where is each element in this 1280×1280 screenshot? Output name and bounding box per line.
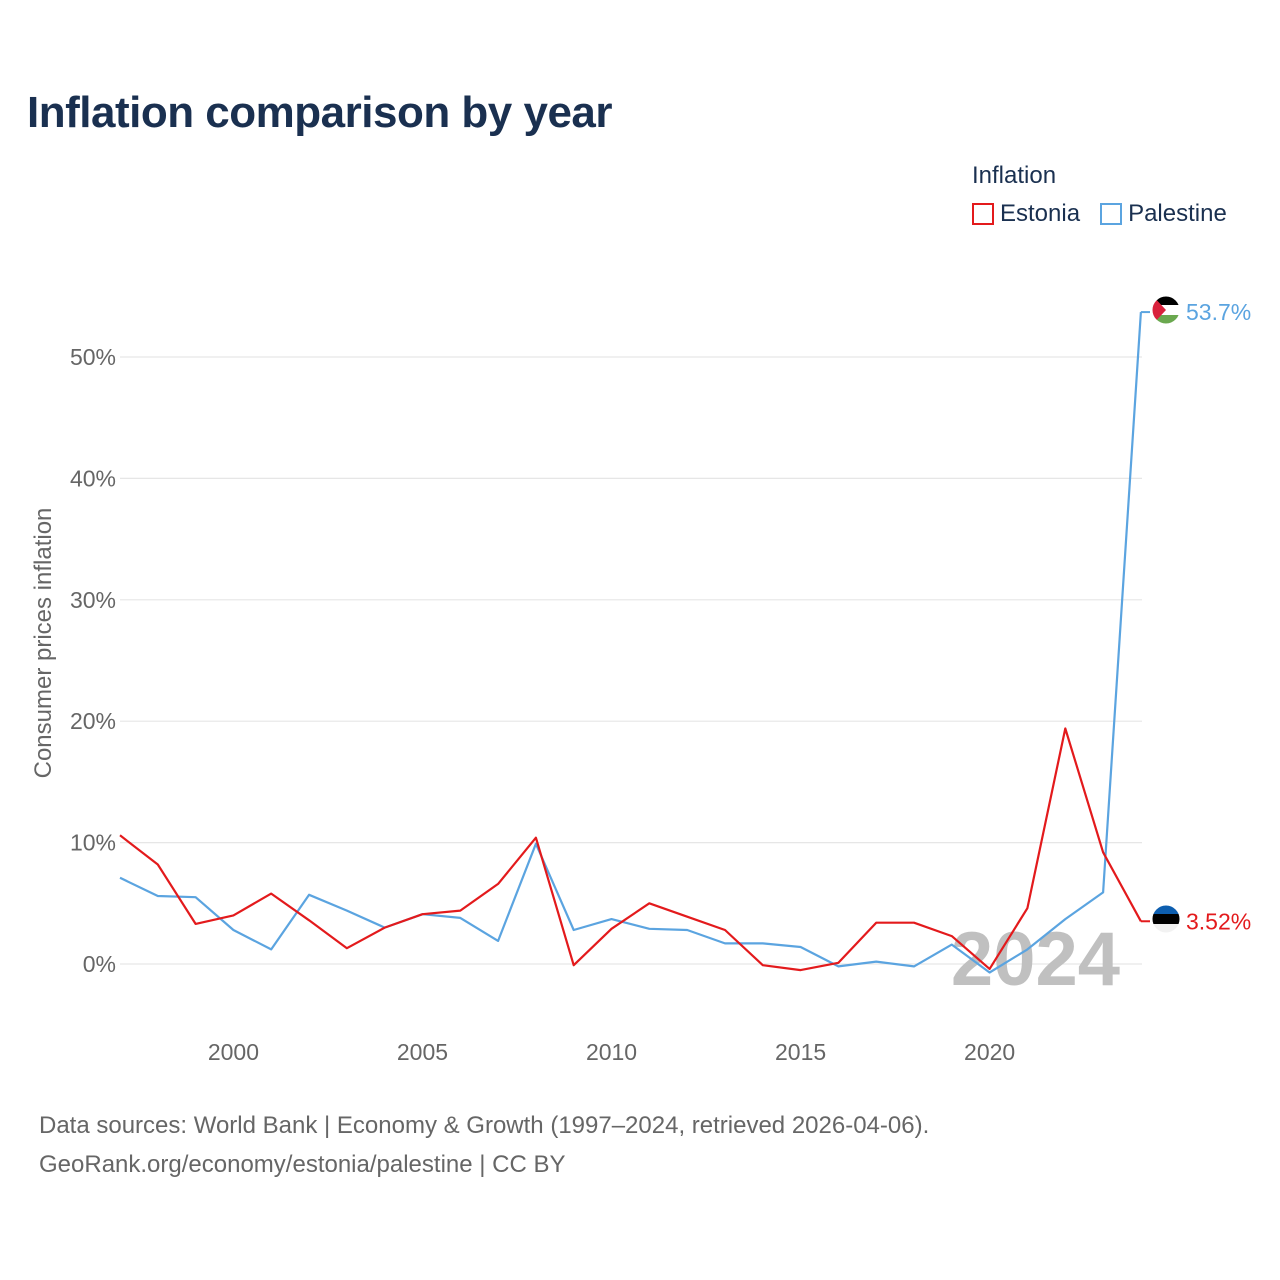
x-tick-label: 2015 [775, 1039, 826, 1065]
legend-item-palestine[interactable]: Palestine [1100, 200, 1227, 228]
x-tick-label: 2020 [964, 1039, 1015, 1065]
line-chart: 0% 10% 20% 30% 40% 50% 2000 2005 2010 2015 2020 Con… [30, 295, 1251, 1065]
y-tick-label: 0% [83, 951, 116, 977]
y-tick-label: 30% [70, 587, 116, 613]
legend-title: Inflation [972, 162, 1057, 189]
legend-item-estonia[interactable]: Estonia [972, 200, 1080, 228]
footer: Data sources: World Bank | Economy & Gro… [39, 1106, 929, 1184]
x-tick-label: 2005 [397, 1039, 448, 1065]
legend-swatch-palestine [1100, 203, 1123, 225]
series-line-palestine [119, 312, 1142, 974]
legend: Inflation Estonia Palestine [972, 162, 1227, 228]
palestine-flag [1151, 295, 1181, 325]
y-tick-label: 20% [70, 708, 116, 734]
y-axis-title: Consumer prices inflation [30, 508, 57, 779]
legend-label-palestine: Palestine [1128, 200, 1227, 227]
y-tick-label: 40% [70, 465, 116, 491]
legend-swatch-estonia [972, 203, 994, 225]
estonia-flag [1151, 904, 1181, 934]
x-tick-label: 2000 [208, 1039, 259, 1065]
end-label-palestine: 53.7% [1186, 299, 1251, 325]
chart-title: Inflation comparison by year [27, 88, 613, 137]
footer-attribution[interactable]: GeoRank.org/economy/estonia/palestine | … [39, 1151, 566, 1178]
footer-sources: Data sources: World Bank | Economy & Gro… [39, 1112, 930, 1139]
y-tick-label: 10% [70, 830, 116, 856]
year-watermark: 2024 [951, 917, 1120, 1002]
series-line-estonia [119, 727, 1142, 972]
y-tick-label: 50% [70, 344, 116, 370]
x-tick-label: 2010 [586, 1039, 637, 1065]
legend-label-estonia: Estonia [1000, 200, 1081, 227]
end-label-estonia: 3.52% [1186, 908, 1251, 934]
